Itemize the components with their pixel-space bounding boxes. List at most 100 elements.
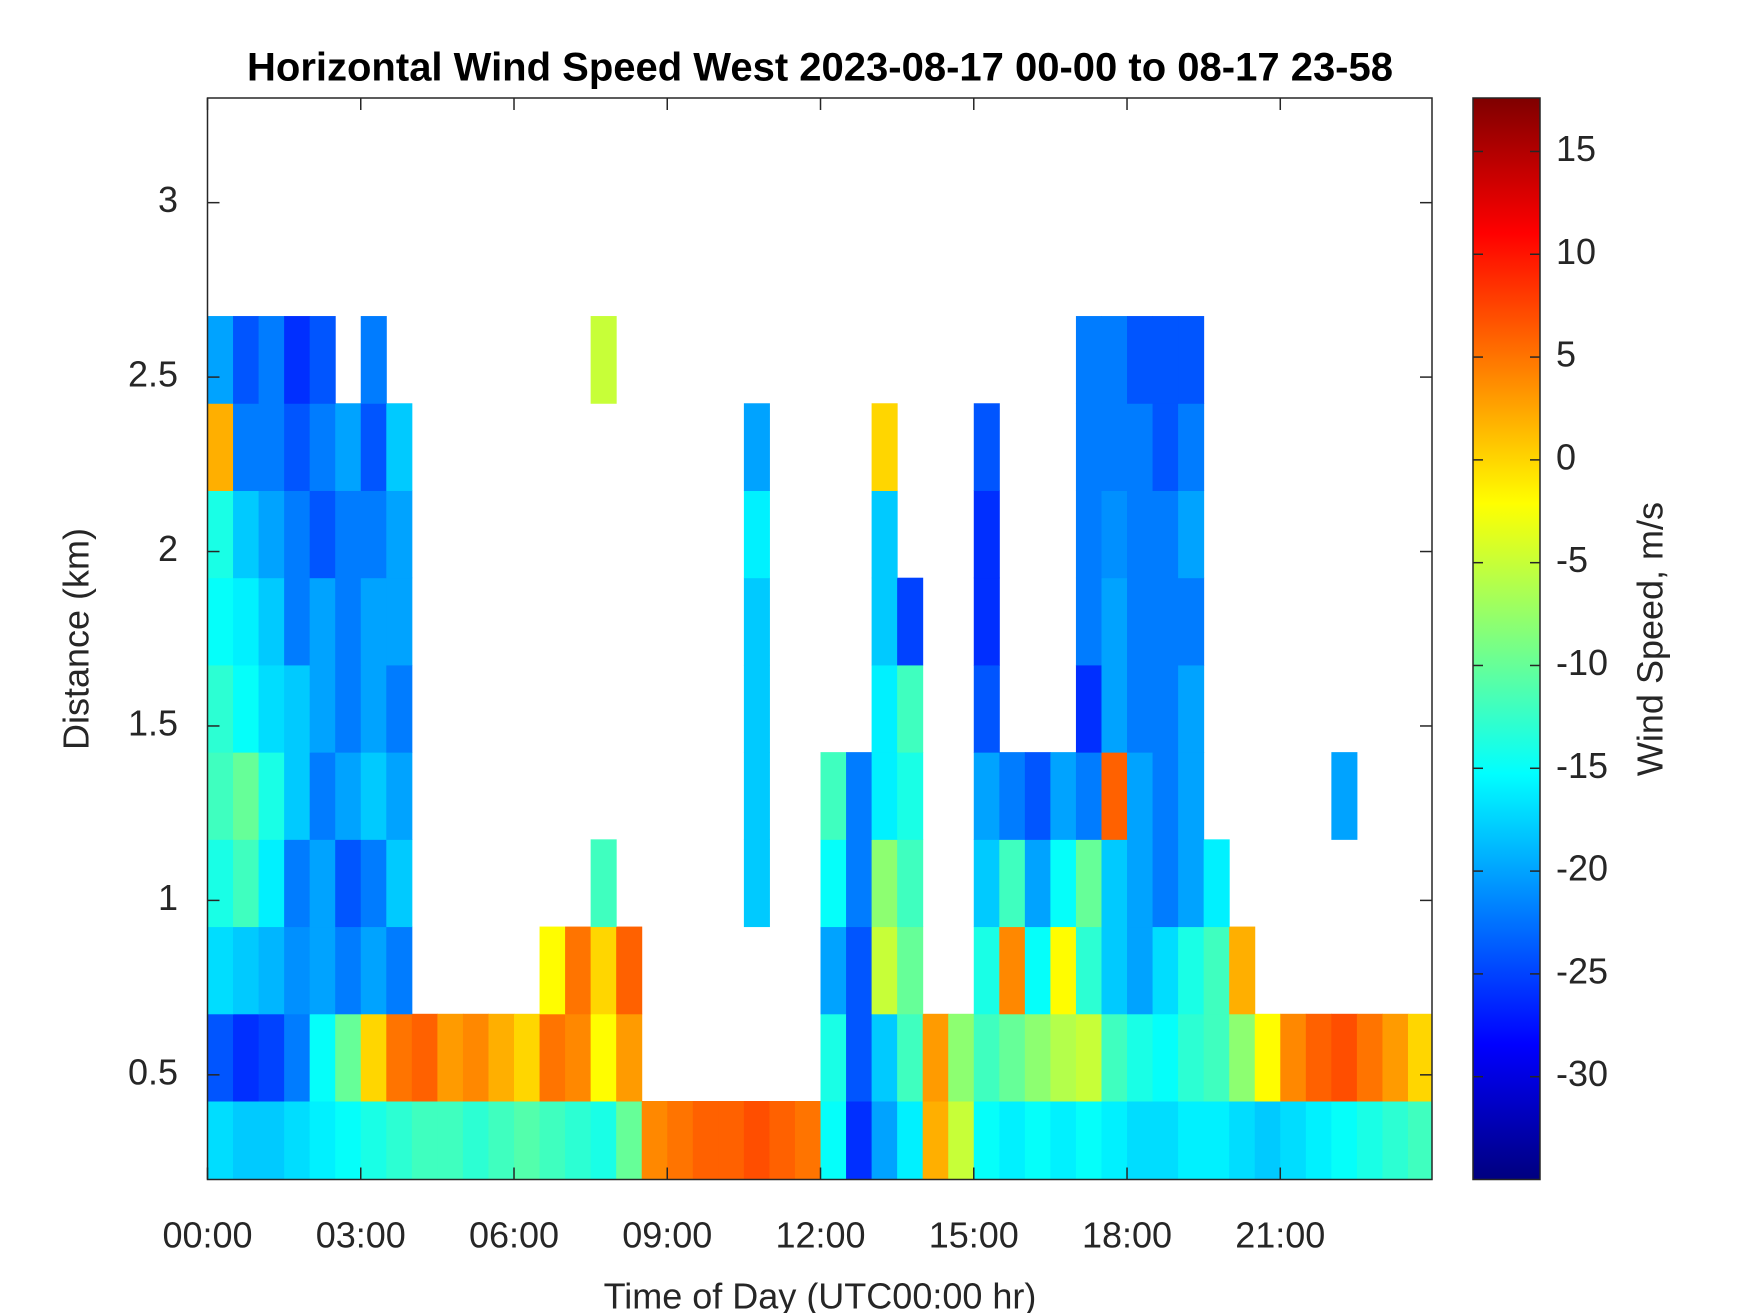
heatmap-cell [360,664,387,753]
heatmap-cell [411,1101,438,1180]
heatmap-cell [309,316,336,404]
heatmap-cell [437,1013,464,1102]
heatmap-cell [411,1013,438,1102]
heatmap-cell [667,1101,694,1180]
heatmap-cell [309,839,336,928]
heatmap-cell [820,1101,847,1180]
heatmap-cell [539,926,566,1015]
heatmap-cell [973,1101,1000,1180]
heatmap-cell [258,839,285,928]
heatmap-cell [820,839,847,928]
colorbar-tick-label: -20 [1556,848,1608,889]
heatmap-cell [871,577,898,666]
heatmap-cell [871,839,898,928]
heatmap-cell [820,926,847,1015]
heatmap-cell [207,577,234,666]
heatmap-cell [565,926,592,1015]
heatmap-cell [309,1013,336,1102]
heatmap-cell [692,1101,719,1180]
heatmap-cell [1101,839,1128,928]
heatmap-cell [233,839,260,928]
heatmap-cell [846,926,873,1015]
colorbar-tick-label: -10 [1556,642,1608,683]
heatmap-cell [1178,490,1205,579]
heatmap-cell [1178,839,1205,928]
heatmap-cell [1152,839,1179,928]
heatmap-cell [846,752,873,840]
heatmap-cell [871,926,898,1015]
heatmap-cell [1050,839,1077,928]
colorbar-tick-label: -25 [1556,950,1608,991]
heatmap-cell [590,839,617,928]
heatmap-cell [309,1101,336,1180]
x-tick-label: 18:00 [1082,1215,1172,1256]
heatmap-cell [284,316,311,404]
heatmap-cell [233,403,260,491]
heatmap-cell [871,752,898,840]
heatmap-cell [1178,752,1205,840]
heatmap-cell [1152,577,1179,666]
heatmap-cell [820,752,847,840]
heatmap-cell [1050,1101,1077,1180]
heatmap-cell [846,839,873,928]
heatmap-cell [973,752,1000,840]
heatmap-cell [565,1101,592,1180]
heatmap-cell [846,1013,873,1102]
x-axis-label: Time of Day (UTC00:00 hr) [604,1276,1037,1313]
heatmap-cell [1050,926,1077,1015]
heatmap-cell [897,1101,924,1180]
heatmap-cell [207,403,234,491]
heatmap-cell [1152,752,1179,840]
heatmap-cell [1127,839,1154,928]
heatmap-cell [999,1013,1026,1102]
colorbar-tick-label: -30 [1556,1053,1608,1094]
heatmap-cell [207,752,234,840]
heatmap-cell [386,1013,413,1102]
heatmap-cell [897,577,924,666]
y-tick-label: 3 [158,179,178,220]
heatmap-cell [1075,490,1102,579]
heatmap-cell [1127,752,1154,840]
heatmap-cell [820,1013,847,1102]
heatmap-cell [335,664,362,753]
heatmap-cell [616,926,643,1015]
heatmap-cell [1050,1013,1077,1102]
heatmap-cell [1203,1101,1230,1180]
heatmap-cell [309,490,336,579]
heatmap-cell [514,1013,541,1102]
heatmap-cell [360,1013,387,1102]
heatmap-cell [233,926,260,1015]
heatmap-cell [948,1101,975,1180]
heatmap-cell [743,839,770,928]
x-tick-label: 03:00 [316,1215,406,1256]
heatmap-cell [1127,490,1154,579]
heatmap-cell [1178,403,1205,491]
heatmap-cell [1178,577,1205,666]
y-tick-label: 2.5 [128,354,178,395]
heatmap-cell [1075,926,1102,1015]
heatmap-cell [335,403,362,491]
heatmap-cell [897,664,924,753]
colorbar-tick-label: 5 [1556,334,1576,375]
heatmap-cell [309,403,336,491]
heatmap-cell [616,1101,643,1180]
heatmap-cell [335,490,362,579]
heatmap-cell [207,490,234,579]
heatmap-cell [1280,1101,1307,1180]
heatmap-cell [1229,926,1256,1015]
heatmap-cell [897,926,924,1015]
x-tick-label: 06:00 [469,1215,559,1256]
heatmap-cell [871,1013,898,1102]
heatmap-cell [1254,1101,1281,1180]
heatmap-cell [1203,839,1230,928]
heatmap-cell [973,403,1000,491]
heatmap-cell [769,1101,796,1180]
heatmap-cell [309,577,336,666]
heatmap-cell [641,1101,668,1180]
heatmap-cell [335,752,362,840]
x-tick-label: 00:00 [162,1215,252,1256]
heatmap-cell [973,577,1000,666]
heatmap-cell [846,1101,873,1180]
heatmap-cell [1127,1013,1154,1102]
